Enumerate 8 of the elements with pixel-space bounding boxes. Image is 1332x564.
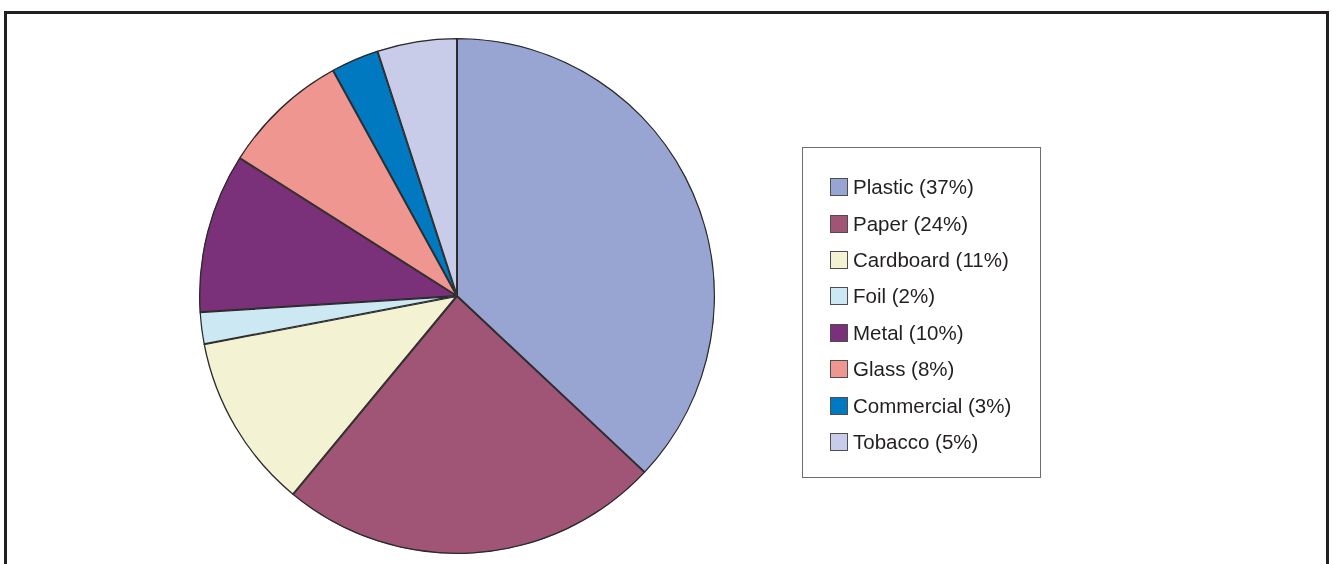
- legend-label: Cardboard (11%): [853, 247, 1009, 272]
- legend-label: Commercial (3%): [853, 393, 1012, 418]
- legend-label: Plastic (37%): [853, 175, 974, 200]
- legend-label: Metal (10%): [853, 320, 964, 345]
- legend-label: Tobacco (5%): [853, 429, 979, 454]
- legend-label: Glass (8%): [853, 357, 955, 382]
- legend-label: Foil (2%): [853, 284, 936, 309]
- legend-label: Paper (24%): [853, 211, 969, 236]
